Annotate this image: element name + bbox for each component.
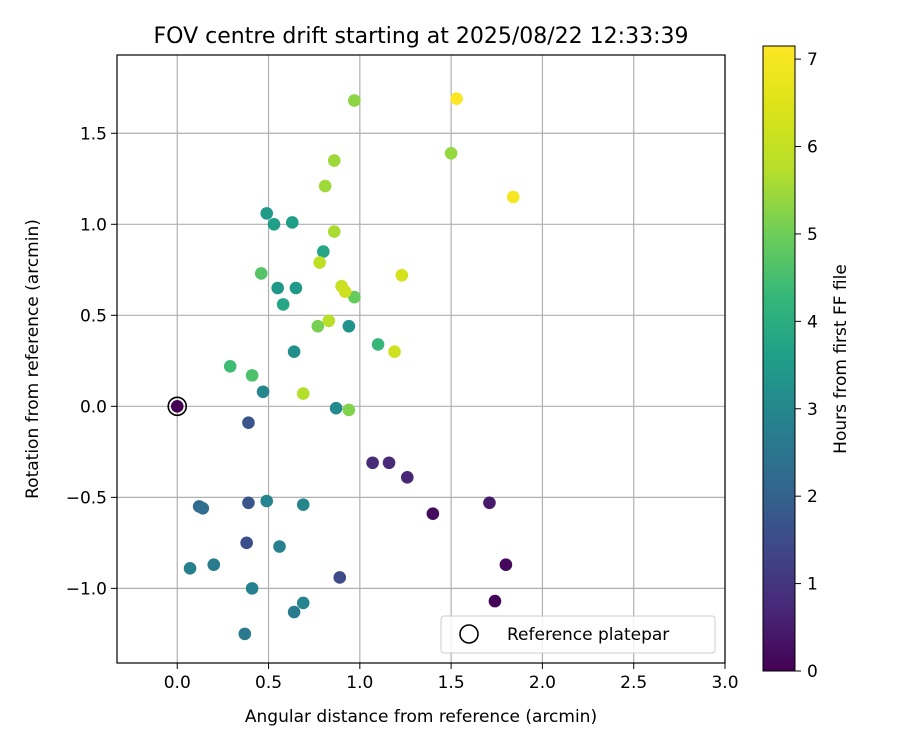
data-point xyxy=(317,245,330,258)
data-point xyxy=(506,190,520,204)
data-point xyxy=(260,494,274,508)
x-tick-label: 3.0 xyxy=(711,673,738,693)
data-point xyxy=(342,319,356,333)
colorbar-tick-label: 7 xyxy=(807,50,818,70)
data-point xyxy=(371,338,385,351)
data-point xyxy=(395,268,409,282)
x-tick-label: 1.0 xyxy=(346,673,373,693)
data-point xyxy=(296,596,310,610)
reference-marker xyxy=(167,396,188,417)
data-point xyxy=(450,92,463,105)
data-point xyxy=(287,605,301,619)
data-point xyxy=(256,385,270,399)
y-tick-label: 0.0 xyxy=(80,397,107,417)
data-point xyxy=(348,94,361,107)
plot-frame xyxy=(116,54,726,664)
data-point xyxy=(285,216,299,229)
chart-title: FOV centre drift starting at 2025/08/22 … xyxy=(154,24,689,49)
data-point xyxy=(196,501,210,515)
legend-label: Reference platepar xyxy=(507,625,669,645)
x-tick-label: 1.5 xyxy=(438,673,465,693)
data-point xyxy=(287,345,301,359)
data-point xyxy=(242,496,255,510)
data-point xyxy=(311,319,325,333)
data-point xyxy=(276,298,290,311)
colorbar-tick-label: 2 xyxy=(807,487,818,507)
x-axis-label: Angular distance from reference (arcmin) xyxy=(245,707,597,727)
colorbar-tick-label: 6 xyxy=(807,138,818,158)
y-axis-ticks: −1.0 −0.5 0.0 0.5 1.0 1.5 xyxy=(66,124,117,599)
data-point xyxy=(318,179,332,193)
y-tick-label: 1.0 xyxy=(80,215,107,235)
data-point xyxy=(483,496,496,510)
data-point xyxy=(426,507,440,521)
data-point xyxy=(242,416,255,430)
colorbar-tick-label: 4 xyxy=(807,312,818,332)
data-point xyxy=(338,285,352,298)
y-axis-label: Rotation from reference (arcmin) xyxy=(23,219,43,499)
data-point xyxy=(240,536,253,550)
data-points xyxy=(170,92,520,641)
data-point xyxy=(348,290,361,304)
x-tick-label: 0.0 xyxy=(164,673,191,693)
data-point xyxy=(488,594,502,608)
x-axis-ticks: 0.0 0.5 1.0 1.5 2.0 2.5 3.0 xyxy=(164,663,739,693)
legend: Reference platepar xyxy=(440,615,716,654)
data-point xyxy=(271,281,284,295)
colorbar-label: Hours from first FF file xyxy=(831,264,851,454)
colorbar-gradient xyxy=(762,45,796,672)
data-point xyxy=(223,359,237,373)
colorbar-ticks: 0 1 2 3 4 5 6 7 xyxy=(795,50,818,682)
data-point xyxy=(289,281,303,295)
data-point xyxy=(245,582,259,595)
data-point xyxy=(260,207,274,220)
data-point xyxy=(444,146,458,160)
data-point xyxy=(267,217,281,231)
data-point xyxy=(327,225,341,238)
legend-marker-icon xyxy=(459,624,479,644)
x-tick-label: 2.0 xyxy=(529,673,556,693)
legend-box xyxy=(440,615,716,654)
x-tick-label: 0.5 xyxy=(255,673,282,693)
data-point xyxy=(183,562,197,575)
data-point xyxy=(207,558,221,572)
y-tick-label: 0.5 xyxy=(80,306,107,326)
data-point xyxy=(342,403,356,417)
data-point xyxy=(254,267,268,280)
data-point xyxy=(296,498,310,511)
data-point xyxy=(296,387,310,400)
colorbar-tick-label: 5 xyxy=(807,225,818,245)
data-point xyxy=(499,558,513,572)
data-point xyxy=(366,456,379,470)
data-point xyxy=(313,256,326,269)
data-point xyxy=(327,154,341,167)
data-point xyxy=(245,369,259,382)
data-point xyxy=(333,571,347,584)
data-point xyxy=(401,471,414,484)
gridlines xyxy=(117,55,726,663)
data-point xyxy=(170,400,184,413)
data-point xyxy=(238,627,252,641)
y-tick-label: −0.5 xyxy=(66,488,107,508)
colorbar: 0 1 2 3 4 5 6 7 Hours from first FF file xyxy=(762,45,851,682)
data-point xyxy=(388,345,401,359)
y-tick-label: −1.0 xyxy=(66,579,107,599)
colorbar-tick-label: 0 xyxy=(807,662,818,682)
data-point xyxy=(322,314,336,328)
data-point xyxy=(329,401,343,415)
data-point xyxy=(382,456,396,470)
y-tick-label: 1.5 xyxy=(80,124,107,144)
colorbar-tick-label: 1 xyxy=(807,575,818,595)
x-tick-label: 2.5 xyxy=(620,673,647,693)
colorbar-tick-label: 3 xyxy=(807,400,818,420)
data-point xyxy=(273,540,286,553)
